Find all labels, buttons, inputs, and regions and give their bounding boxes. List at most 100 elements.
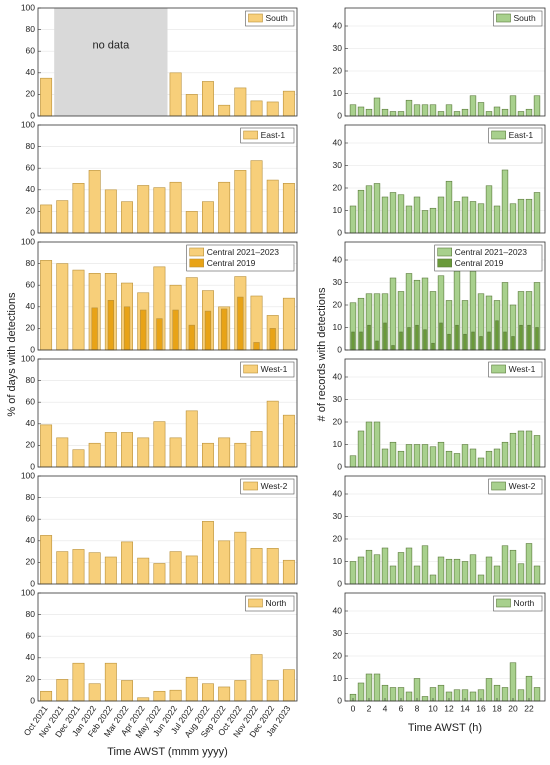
bar: [365, 549, 373, 585]
bar: [509, 662, 517, 702]
bar: [373, 421, 381, 468]
bar: [485, 678, 493, 702]
bar: [104, 662, 117, 702]
axes-frame: [344, 7, 546, 117]
bar: [389, 441, 397, 468]
bar: [185, 410, 198, 468]
bar: [169, 72, 182, 117]
y-tick-label: 20: [333, 299, 343, 309]
y-tick-label: 80: [26, 141, 36, 151]
bar: [469, 691, 477, 702]
bar: [461, 561, 469, 585]
y-tick-label: 30: [333, 511, 343, 521]
bar: [250, 160, 263, 234]
bar: [375, 340, 379, 351]
y-tick-label: 60: [26, 162, 36, 172]
y-tick-label: 20: [333, 182, 343, 192]
bar: [269, 328, 276, 351]
bar: [123, 306, 131, 351]
bar: [121, 541, 133, 585]
bar: [485, 450, 493, 468]
bar: [282, 669, 295, 702]
x-tick-label: 12: [444, 703, 454, 713]
bar: [397, 111, 405, 117]
bar: [349, 561, 357, 585]
bar: [413, 104, 421, 117]
bar: [397, 552, 405, 585]
y-tick-label: 20: [333, 650, 343, 660]
bar: [56, 551, 69, 585]
legend-swatch: [243, 481, 258, 491]
legend-swatch: [496, 598, 511, 608]
y-tick-label: 80: [26, 375, 36, 385]
y-tick-label: 60: [26, 513, 36, 523]
y-tick-label: 40: [333, 488, 343, 498]
bar: [533, 687, 541, 702]
bar: [381, 448, 389, 468]
bar: [493, 565, 501, 585]
bar: [493, 106, 501, 117]
bar: [202, 521, 214, 585]
legend-label: West-1: [261, 364, 288, 374]
bar: [453, 689, 461, 702]
axes-frame: [344, 358, 546, 468]
bar: [469, 201, 477, 234]
bar: [237, 296, 244, 351]
bar: [429, 291, 437, 351]
y-tick-label: 40: [333, 605, 343, 615]
y-tick-label: 0: [30, 227, 35, 237]
bar: [202, 201, 214, 234]
bar: [365, 673, 373, 702]
bar: [153, 187, 166, 234]
bar: [56, 200, 69, 234]
y-tick-label: 60: [26, 630, 36, 640]
bar: [429, 446, 437, 468]
bar: [525, 108, 533, 117]
y-tick-label: 20: [26, 89, 36, 99]
y-tick-label: 40: [26, 184, 36, 194]
bar: [359, 331, 363, 351]
bar: [40, 690, 53, 702]
bar: [469, 95, 477, 117]
y-tick-label: 0: [337, 227, 342, 237]
bar: [88, 683, 101, 702]
axes-frame: [344, 124, 546, 234]
bar: [253, 342, 260, 351]
bar: [405, 205, 413, 234]
bar: [445, 180, 453, 234]
bar: [282, 559, 295, 585]
y-tick-label: 100: [21, 587, 35, 597]
y-tick-label: 0: [30, 695, 35, 705]
y-tick-label: 60: [26, 396, 36, 406]
legend-label: Central 2019: [207, 258, 256, 268]
bar: [121, 201, 133, 234]
bar: [40, 424, 53, 468]
bar: [413, 565, 421, 585]
bar: [266, 680, 279, 702]
bar: [525, 430, 533, 468]
bar: [373, 554, 381, 585]
y-tick-label: 40: [26, 652, 36, 662]
axes-frame: [37, 7, 298, 117]
legend-swatch: [496, 13, 511, 23]
y-tick-label: 40: [333, 20, 343, 30]
bar: [511, 336, 515, 351]
bar: [477, 574, 485, 585]
bar: [349, 455, 357, 468]
bar: [365, 421, 373, 468]
legend-label: Central 2021–2023: [207, 247, 280, 257]
bar: [250, 654, 263, 702]
y-tick-label: 30: [333, 628, 343, 638]
bar: [437, 556, 445, 585]
bar: [202, 442, 214, 468]
bar: [421, 104, 429, 117]
bar: [266, 179, 279, 234]
y-tick-label: 0: [30, 110, 35, 120]
bar: [40, 204, 53, 234]
y-tick-label: 20: [26, 557, 36, 567]
legend-swatch: [248, 598, 263, 608]
bar: [501, 169, 509, 234]
legend-label: South: [266, 13, 288, 23]
y-tick-label: 40: [26, 418, 36, 428]
